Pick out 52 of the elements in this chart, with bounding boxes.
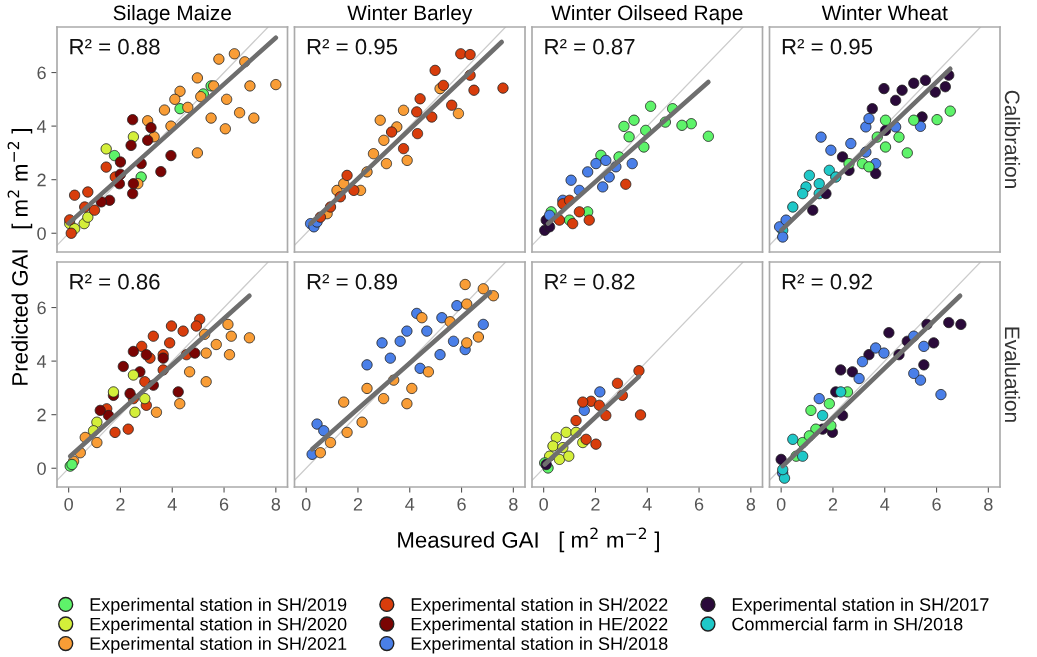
legend-label: Commercial farm in SH/2018: [732, 617, 963, 631]
x-tick-label: 4: [405, 498, 415, 511]
x-tick-label: 2: [828, 497, 838, 511]
chart-title: Winter Oilseed Rape: [551, 4, 743, 25]
x-tick-label: 6: [932, 497, 941, 511]
x-axis-title: Measured GAI [ m$^{2}$ m$^{−2}$ ]: [398, 527, 659, 553]
annotation: R² = 0.86: [70, 273, 160, 290]
x-tick-label: 8: [984, 497, 993, 511]
annotation: R² = 0.89: [307, 273, 397, 290]
x-tick-label: 6: [457, 497, 466, 511]
annotation: R² = 0.88: [70, 38, 160, 55]
y-tick-label: 0: [37, 462, 46, 475]
annotation: R² = 0.95: [782, 38, 873, 55]
y2-axis-title: Calibration: [1004, 90, 1021, 188]
y2-axis-title: Evaluation: [1004, 327, 1021, 422]
y-tick-label: 2: [37, 408, 46, 422]
x-tick-label: 0: [301, 497, 311, 511]
y-tick-label: 6: [37, 66, 46, 80]
legend-label: Experimental station in SH/2022: [411, 597, 668, 615]
legend-label: Experimental station in SH/2018: [411, 636, 668, 654]
chart-title: Winter Wheat: [821, 4, 948, 21]
legend-label: Experimental station in HE/2022: [411, 617, 668, 635]
annotation: R² = 0.87: [545, 38, 635, 55]
legend-label: Experimental station in SH/2021: [90, 636, 347, 654]
y-tick-label: 0: [37, 227, 46, 240]
y-tick-label: 2: [37, 173, 46, 187]
legend-label: Experimental station in SH/2019: [90, 597, 347, 615]
x-tick-label: 8: [746, 497, 756, 511]
x-tick-label: 2: [591, 497, 600, 511]
x-tick-label: 0: [776, 497, 786, 511]
y-tick-label: 4: [36, 120, 47, 133]
x-tick-label: 2: [116, 497, 125, 511]
annotation: R² = 0.82: [545, 273, 635, 290]
y-axis-title: Predicted GAI [ m$^{2}$ m$^{−2}$ ]: [7, 129, 33, 385]
x-tick-label: 8: [509, 497, 518, 511]
x-tick-label: 4: [167, 498, 177, 511]
x-tick-label: 8: [271, 497, 281, 511]
annotation: R² = 0.92: [782, 273, 872, 290]
chart-title: Silage Maize: [113, 4, 231, 25]
x-tick-label: 0: [64, 497, 73, 511]
chart-title: Winter Barley: [347, 4, 473, 25]
x-tick-label: 4: [642, 498, 652, 511]
legend-label: Experimental station in SH/2017: [732, 597, 989, 615]
x-tick-label: 6: [219, 497, 229, 511]
x-tick-label: 2: [353, 497, 363, 511]
legend-label: Experimental station in SH/2020: [90, 617, 347, 635]
x-tick-label: 6: [694, 497, 704, 511]
y-tick-label: 4: [36, 355, 47, 368]
x-tick-label: 0: [539, 497, 548, 511]
y-tick-label: 6: [37, 301, 46, 315]
x-tick-label: 4: [880, 498, 890, 511]
annotation: R² = 0.95: [307, 38, 398, 55]
